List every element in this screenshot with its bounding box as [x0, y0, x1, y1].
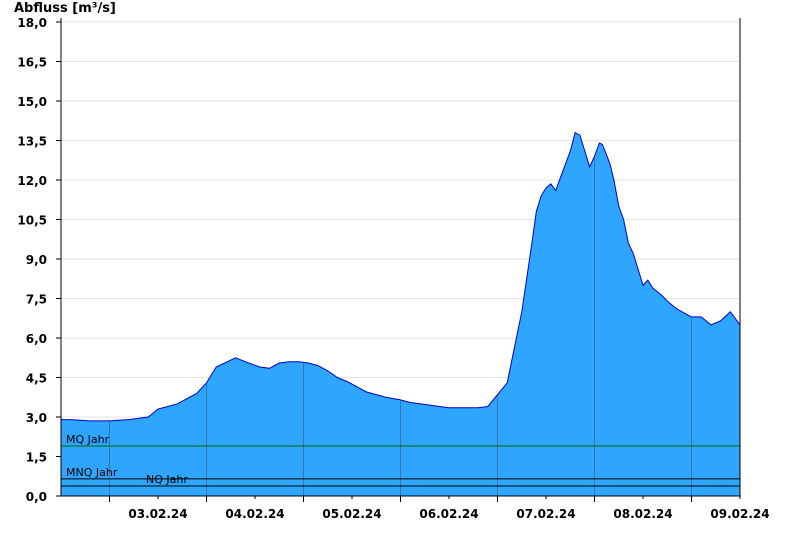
x-tick-label: 06.02.24	[419, 507, 478, 521]
y-tick-label: 3,0	[26, 411, 47, 425]
y-tick-label: 15,0	[17, 95, 47, 109]
y-tick-label: 4,5	[26, 372, 47, 386]
x-tick-label: 03.02.24	[128, 507, 187, 521]
y-axis-title: Abfluss [m³/s]	[14, 1, 116, 16]
y-tick-label: 16,5	[17, 56, 47, 70]
y-tick-label: 7,5	[26, 293, 47, 307]
x-ticks: 03.02.24 04.02.24 05.02.24 06.02.24 07.02.24…	[109, 496, 770, 521]
y-tick-label: 6,0	[26, 332, 47, 346]
reference-line-label: MNQ Jahr	[66, 466, 118, 479]
y-tick-label: 12,0	[17, 174, 47, 188]
discharge-area	[61, 132, 740, 496]
x-tick-label: 04.02.24	[225, 507, 284, 521]
y-tick-label: 10,5	[17, 214, 47, 228]
y-tick-label: 1,5	[26, 451, 47, 465]
discharge-line	[61, 131, 741, 422]
x-tick-label: 09.02.24	[710, 507, 769, 521]
x-tick-label: 05.02.24	[322, 507, 381, 521]
y-tick-label: 13,5	[17, 135, 47, 149]
reference-lines: MQ Jahr MNQ Jahr NQ Jahr	[61, 433, 740, 487]
x-tick-label: 07.02.24	[516, 507, 575, 521]
y-tick-label: 0,0	[26, 490, 47, 504]
reference-line-label: NQ Jahr	[146, 473, 188, 486]
y-tick-label: 18,0	[17, 16, 47, 30]
day-separators	[109, 156, 692, 496]
reference-line-label: MQ Jahr	[66, 433, 110, 446]
y-tick-label: 9,0	[26, 253, 47, 267]
x-tick-label: 08.02.24	[613, 507, 672, 521]
y-ticks: 0,0 1,5 3,0 4,5 6,0 7,5 9,0 10,5 12,0 13,5 15,0 16,…	[17, 16, 61, 504]
